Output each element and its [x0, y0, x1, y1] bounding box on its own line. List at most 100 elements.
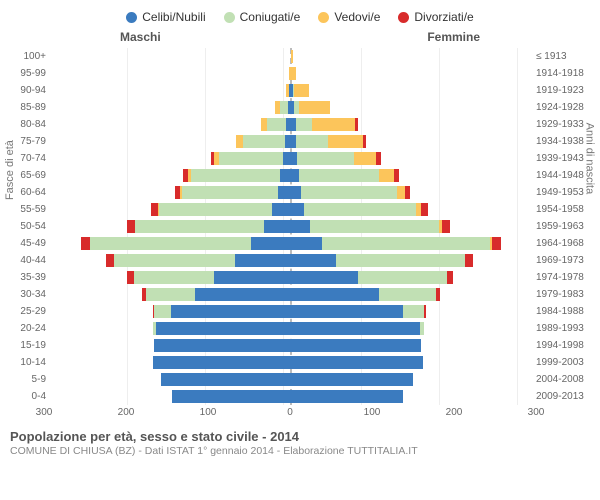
- female-bar: [291, 135, 532, 148]
- male-bar: [50, 84, 291, 97]
- male-bar: [50, 152, 291, 165]
- bar-segment: [403, 305, 424, 318]
- age-tick: 85-89: [6, 99, 46, 116]
- female-bar: [291, 373, 532, 386]
- bar-segment: [354, 152, 376, 165]
- bar-segment: [291, 186, 301, 199]
- bar-segment: [191, 169, 279, 182]
- bar-segment: [283, 152, 291, 165]
- birth-tick: 1984-1988: [536, 303, 594, 320]
- bar-segment: [296, 118, 312, 131]
- pyramid-row: [50, 167, 532, 184]
- male-bar: [50, 288, 291, 301]
- pyramid-row: [50, 371, 532, 388]
- bar-segment: [171, 305, 292, 318]
- male-bar: [50, 356, 291, 369]
- bar-segment: [379, 288, 435, 301]
- bar-segment: [195, 288, 291, 301]
- female-bar: [291, 322, 532, 335]
- pyramid-row: [50, 65, 532, 82]
- bar-segment: [81, 237, 91, 250]
- age-tick: 5-9: [6, 371, 46, 388]
- bar-segment: [291, 50, 293, 63]
- legend-swatch: [224, 12, 235, 23]
- age-tick: 30-34: [6, 286, 46, 303]
- birth-tick: 2004-2008: [536, 371, 594, 388]
- bar-segment: [301, 186, 397, 199]
- female-bar: [291, 186, 532, 199]
- pyramid-row: [50, 354, 532, 371]
- legend-item: Coniugati/e: [224, 10, 301, 24]
- chart-title: Popolazione per età, sesso e stato civil…: [10, 429, 590, 444]
- female-bar: [291, 254, 532, 267]
- bar-segment: [235, 254, 291, 267]
- female-bar: [291, 390, 532, 403]
- bar-segment: [291, 271, 358, 284]
- bar-segment: [358, 271, 446, 284]
- bar-segment: [214, 271, 291, 284]
- footer: Popolazione per età, sesso e stato civil…: [0, 423, 600, 457]
- age-tick: 50-54: [6, 218, 46, 235]
- age-tick: 80-84: [6, 116, 46, 133]
- bar-segment: [161, 373, 291, 386]
- x-tick: 300: [528, 407, 545, 418]
- bar-segment: [156, 322, 291, 335]
- female-bar: [291, 67, 532, 80]
- bar-segment: [146, 288, 194, 301]
- y-axis-birth: ≤ 19131914-19181919-19231924-19281929-19…: [532, 48, 594, 405]
- bar-segment: [420, 322, 425, 335]
- bar-segment: [304, 203, 416, 216]
- female-bar: [291, 220, 532, 233]
- bar-segment: [291, 169, 299, 182]
- bar-segment: [278, 186, 291, 199]
- female-bar: [291, 169, 532, 182]
- pyramid-row: [50, 286, 532, 303]
- female-bar: [291, 118, 532, 131]
- age-tick: 0-4: [6, 388, 46, 405]
- bar-segment: [421, 203, 427, 216]
- legend-swatch: [398, 12, 409, 23]
- female-bar: [291, 237, 532, 250]
- age-tick: 15-19: [6, 337, 46, 354]
- female-bar: [291, 84, 532, 97]
- bar-segment: [90, 237, 251, 250]
- birth-tick: 1959-1963: [536, 218, 594, 235]
- bar-segment: [106, 254, 114, 267]
- bar-segment: [297, 152, 353, 165]
- bar-segment: [219, 152, 283, 165]
- gender-labels: Maschi Femmine: [0, 30, 600, 48]
- bar-segment: [159, 203, 271, 216]
- bar-segment: [294, 84, 308, 97]
- legend-item: Celibi/Nubili: [126, 10, 205, 24]
- pyramid-row: [50, 99, 532, 116]
- age-tick: 55-59: [6, 201, 46, 218]
- y-axis-age: 100+95-9990-9485-8980-8475-7970-7465-696…: [6, 48, 50, 405]
- female-bar: [291, 271, 532, 284]
- male-bar: [50, 186, 291, 199]
- x-tick: 200: [446, 407, 463, 418]
- birth-tick: 1999-2003: [536, 354, 594, 371]
- bar-segment: [299, 169, 379, 182]
- bar-segment: [442, 220, 450, 233]
- female-bar: [291, 339, 532, 352]
- chart: 100+95-9990-9485-8980-8475-7970-7465-696…: [0, 48, 600, 405]
- birth-tick: 1964-1968: [536, 235, 594, 252]
- bar-segment: [363, 135, 366, 148]
- bar-segment: [291, 322, 420, 335]
- bar-segment: [291, 67, 296, 80]
- legend-item: Vedovi/e: [318, 10, 380, 24]
- birth-tick: 1994-1998: [536, 337, 594, 354]
- age-tick: 35-39: [6, 269, 46, 286]
- population-pyramid: Fasce di età Anni di nascita Celibi/Nubi…: [0, 0, 600, 500]
- bar-segment: [312, 118, 355, 131]
- pyramid-row: [50, 201, 532, 218]
- birth-tick: 2009-2013: [536, 388, 594, 405]
- bar-segment: [291, 390, 403, 403]
- bar-segment: [355, 118, 358, 131]
- male-label: Maschi: [120, 30, 161, 44]
- y-axis-left-title: Fasce di età: [4, 140, 16, 200]
- bar-segment: [376, 152, 381, 165]
- x-tick: 300: [36, 407, 53, 418]
- bar-segment: [291, 203, 304, 216]
- bar-segment: [280, 101, 288, 114]
